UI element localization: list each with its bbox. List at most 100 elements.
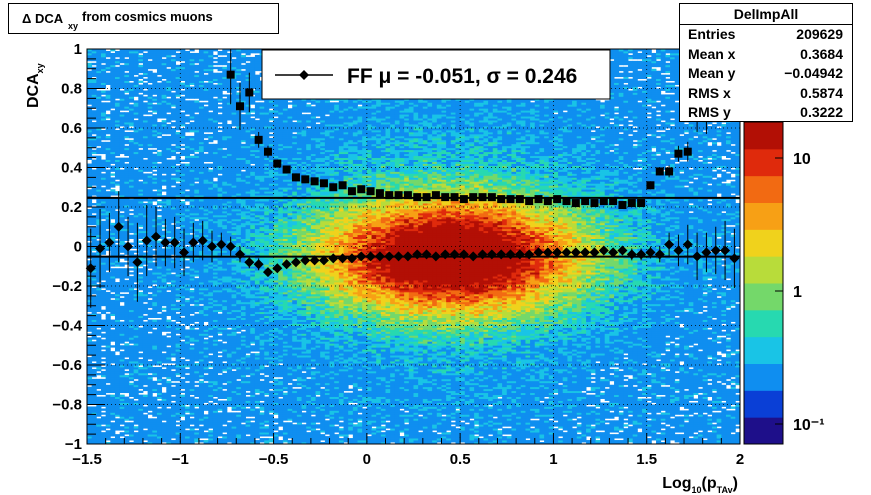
heatmap-cell [124,432,130,435]
heatmap-cell [119,248,125,251]
heatmap-cell [114,315,121,318]
heatmap-cell [128,384,135,388]
heatmap-cell [194,72,200,76]
heatmap-cell [100,390,107,394]
heatmap-cell [124,313,130,317]
heatmap-cell [124,384,130,388]
heatmap-cell [105,50,111,54]
heatmap-cell [96,351,102,354]
heatmap-cell [133,347,139,350]
heatmap-cell [128,242,135,245]
heatmap-cell [114,408,121,411]
heatmap-cell [100,216,107,220]
heatmap-cell [138,396,144,399]
heatmap-cell [96,378,102,382]
heatmap-cell [133,284,139,287]
heatmap-cell [100,195,107,198]
heatmap-cell [128,333,135,336]
heatmap-cell [133,365,139,368]
heatmap-cell [119,64,125,68]
heatmap-cell [184,299,191,303]
heatmap-cell [110,295,116,299]
heatmap-cell [128,388,135,392]
heatmap-cell [128,108,135,111]
heatmap-cell [110,212,116,216]
heatmap-cell [105,205,111,208]
heatmap-cell [138,191,144,194]
heatmap-cell [124,276,130,279]
heatmap-cell [133,208,139,212]
heatmap-cell [119,412,125,415]
heatmap-cell [87,133,93,137]
heatmap-cell [147,426,153,429]
heatmap-cell [184,329,191,332]
heatmap-cell [96,208,102,212]
heatmap-cell [114,52,121,56]
heatmap-cell [110,234,116,238]
heatmap-cell [114,112,121,115]
heatmap-cell [124,343,130,346]
heatmap-cell [110,319,116,322]
heatmap-cell [128,104,135,107]
heatmap-cell [166,337,172,340]
heatmap-cell [208,143,214,147]
heatmap-cell [96,106,102,109]
heatmap-cell [133,349,139,352]
heatmap-cell [128,199,135,202]
heatmap-cell [110,418,116,421]
heatmap-cell [96,396,102,399]
heatmap-cell [142,394,149,397]
heatmap-cell [110,422,116,425]
heatmap-cell [87,382,93,386]
heatmap-cell [100,276,107,279]
heatmap-cell [105,359,111,362]
heatmap-cell [114,157,121,160]
heatmap-cell [96,365,102,368]
heatmap-cell [87,62,93,66]
heatmap-cell [138,420,144,423]
heatmap-cell [105,120,111,123]
heatmap-cell [152,380,158,384]
heatmap-cell [119,400,125,403]
heatmap-cell [105,329,111,332]
heatmap-cell [87,252,93,255]
heatmap-cell [87,370,93,374]
heatmap-cell [147,390,153,394]
heatmap-cell [133,72,139,76]
heatmap-cell [105,94,111,97]
heatmap-cell [91,226,97,230]
heatmap-cell [119,199,125,202]
heatmap-cell [142,351,149,354]
heatmap-cell [138,299,144,303]
heatmap-cell [128,187,135,190]
heatmap-cell [142,416,149,419]
heatmap-cell [91,128,97,131]
heatmap-cell [91,370,97,374]
heatmap-cell [138,382,144,386]
heatmap-cell [114,244,121,247]
heatmap-cell [124,189,130,192]
heatmap-cell [119,282,125,285]
heatmap-cell [100,270,107,273]
heatmap-cell [128,386,135,390]
heatmap-cell [87,363,93,366]
heatmap-cell [110,325,116,328]
heatmap-cell [142,126,149,129]
heatmap-cell [138,153,144,157]
heatmap-cell [184,374,191,378]
heatmap-cell [87,199,93,202]
heatmap-cell [96,274,102,277]
heatmap-cell [124,319,130,322]
heatmap-cell [110,353,116,356]
heatmap-cell [133,289,139,293]
heatmap-cell [110,126,116,129]
heatmap-cell [91,72,97,76]
heatmap-cell [133,426,139,429]
heatmap-cell [138,187,144,190]
heatmap-cell [119,179,125,182]
heatmap-cell [142,104,149,107]
heatmap-cell [87,339,93,342]
heatmap-cell [96,116,102,119]
heatmap-cell [100,384,107,388]
heatmap-cell [142,370,149,374]
